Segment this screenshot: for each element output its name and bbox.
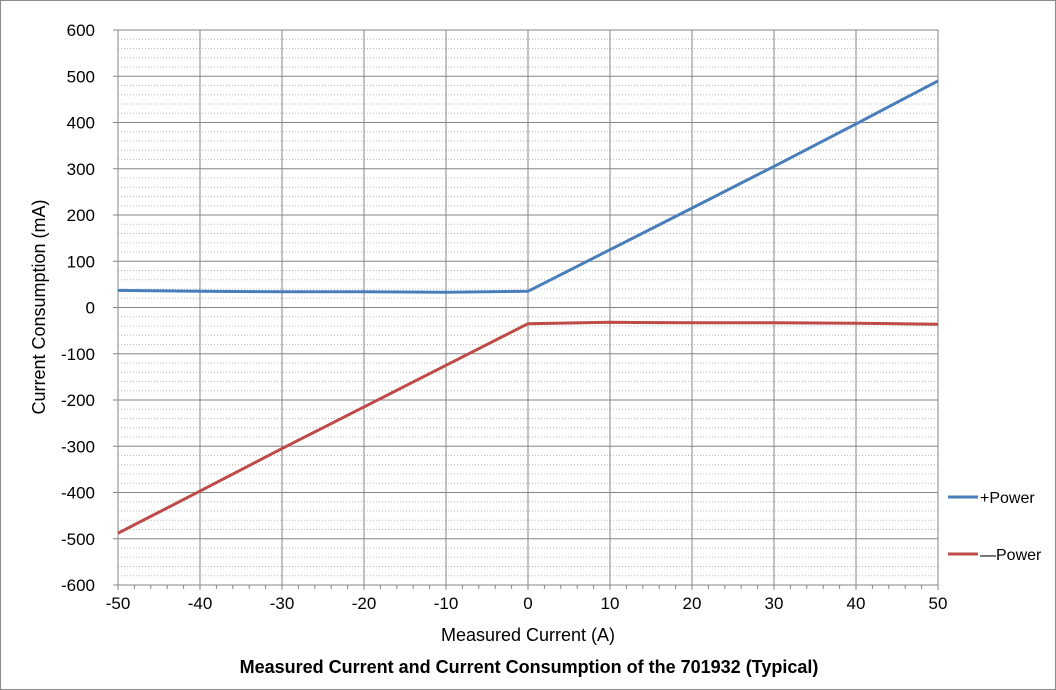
- x-tick-label: -30: [270, 594, 295, 613]
- major-grid: [113, 29, 939, 590]
- y-tick-label: -200: [61, 391, 95, 410]
- x-tick-label: 30: [765, 594, 784, 613]
- legend-label-1: +Power: [980, 490, 1035, 507]
- y-tick-label: 0: [86, 299, 95, 318]
- x-tick-label: 0: [523, 594, 532, 613]
- x-tick-label: -50: [106, 594, 131, 613]
- x-tick-label: 40: [847, 594, 866, 613]
- y-tick-label: 100: [67, 252, 95, 271]
- y-tick-label: -500: [61, 530, 95, 549]
- x-tick-label: -20: [352, 594, 377, 613]
- x-tick-label: 50: [929, 594, 948, 613]
- x-axis-title: Measured Current (A): [441, 625, 615, 645]
- minor-grid: [118, 38, 938, 589]
- y-axis-title: Current Consumption (mA): [29, 199, 49, 414]
- series-line-2: [117, 320, 939, 535]
- y-tick-label: 300: [67, 160, 95, 179]
- y-tick-label: 200: [67, 206, 95, 225]
- line-chart: -50 -40 -30 -20 -10 0 10 20 30 40 50 6005004003002…: [29, 21, 1042, 645]
- y-tick-label: 600: [67, 21, 95, 40]
- legend-label-2: —Power: [980, 547, 1042, 564]
- x-tick-label: 10: [601, 594, 620, 613]
- x-tick-label: -40: [188, 594, 213, 613]
- y-tick-label: -400: [61, 484, 95, 503]
- legend: +Power —Power: [948, 490, 1042, 564]
- x-tick-label: 20: [683, 594, 702, 613]
- y-tick-label: -300: [61, 437, 95, 456]
- series-line-1: [117, 79, 939, 294]
- y-tick-labels: 600 500 400 300 200 100 0 -100 -200 -300 -400 -500 -…: [61, 21, 95, 595]
- x-tick-label: -10: [434, 594, 459, 613]
- y-tick-label: -100: [61, 345, 95, 364]
- series-layer: [117, 79, 939, 535]
- y-tick-label: -600: [61, 576, 95, 595]
- chart-caption: Measured Current and Current Consumption…: [239, 657, 819, 677]
- x-tick-labels: -50 -40 -30 -20 -10 0 10 20 30 40 50: [106, 594, 948, 613]
- y-tick-label: 500: [67, 67, 95, 86]
- y-tick-label: 400: [67, 114, 95, 133]
